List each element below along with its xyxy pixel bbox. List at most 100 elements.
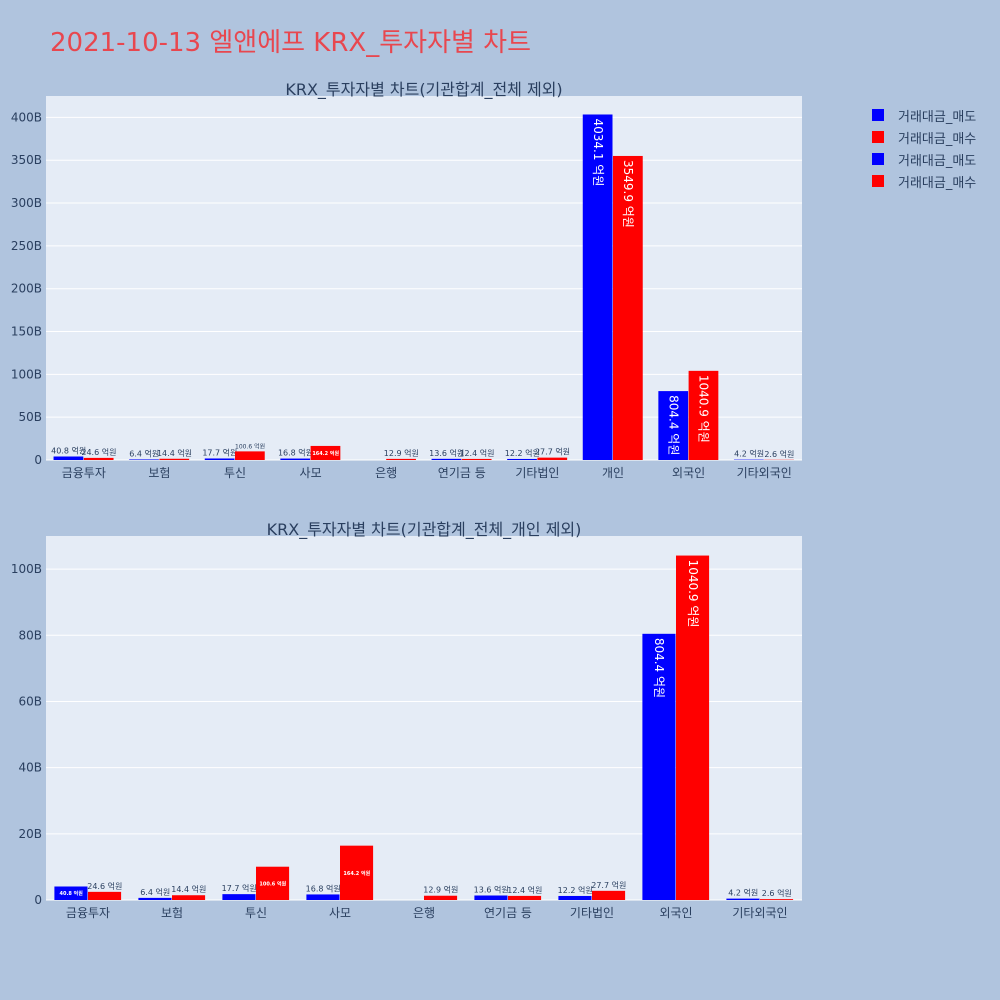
legend-label: 거래대금_매도 [898,153,977,169]
bar-sell [306,894,340,900]
data-label: 14.4 억원 [157,448,192,458]
legend-item[interactable]: 거래대금_매도 [872,104,976,126]
legend-item[interactable]: 거래대금_매수 [872,170,976,192]
data-label: 164.2 억원 [343,870,370,877]
bar-sell [507,458,537,460]
bar-buy [592,890,626,900]
y-tick-label: 60B [18,694,42,708]
data-label: 4.2 억원 [728,888,758,898]
x-tick-label: 보험 [161,906,183,920]
data-label: 2.6 억원 [762,888,792,898]
bar-sell [280,458,311,460]
x-tick-label: 기타외국인 [737,466,792,480]
bar-buy [83,457,114,460]
y-tick-label: 40B [18,761,42,775]
chart-title: KRX_투자자별 차트(기관합계_전체_개인 제외) [267,520,582,540]
data-label: 12.2 억원 [558,885,593,895]
y-tick-label: 200B [11,282,42,296]
bar-sell [129,459,159,460]
data-label: 16.8 억원 [278,448,313,458]
x-tick-label: 외국인 [659,906,692,920]
x-tick-label: 연기금 등 [438,466,486,480]
y-tick-label: 80B [18,628,42,642]
data-label: 804.4 억원 [652,638,666,698]
bar-sell [54,886,88,900]
legend-swatch-blue [872,153,884,165]
y-tick-label: 0 [34,893,42,907]
bar-sell [204,458,235,460]
bar-buy [508,895,542,900]
legend-swatch-red [872,175,884,187]
bar-sell [431,458,462,460]
data-label: 6.4 억원 [140,887,170,897]
data-label: 40.8 억원 [60,890,84,897]
bar-sell [726,898,760,900]
x-tick-label: 기타법인 [570,906,614,920]
y-tick-label: 100B [11,562,42,576]
bar-buy [386,458,416,460]
bar-buy [688,370,719,460]
data-label: 2.6 억원 [764,449,794,459]
data-label: 13.6 억원 [474,884,509,894]
bar-buy [88,891,122,900]
data-label: 3549.9 억원 [621,160,635,228]
data-label: 804.4 억원 [666,395,680,455]
legend-label: 거래대금_매수 [898,175,977,191]
bar-buy [172,895,206,900]
data-label: 12.9 억원 [423,885,458,895]
x-tick-label: 외국인 [672,466,705,480]
bar-sell [53,456,84,460]
data-label: 40.8 억원 [51,446,86,456]
x-tick-label: 개인 [602,466,624,480]
legend-label: 거래대금_매수 [898,131,977,147]
x-tick-label: 은행 [413,905,435,920]
y-tick-label: 50B [18,410,42,424]
legend-item[interactable]: 거래대금_매도 [872,148,976,170]
data-label: 16.8 억원 [306,883,341,893]
y-tick-label: 100B [11,367,42,381]
data-label: 12.4 억원 [507,885,542,895]
legend-item[interactable]: 거래대금_매수 [872,126,976,148]
bar-sell [474,895,508,900]
x-tick-label: 사모 [300,466,322,480]
data-label: 24.6 억원 [81,447,116,457]
bar-buy [537,457,568,460]
legend-swatch-red [872,131,884,143]
bar-buy [676,555,710,900]
data-label: 164.2 억원 [312,450,339,457]
bar-buy [461,458,492,460]
data-label: 24.6 억원 [87,881,122,891]
x-tick-label: 연기금 등 [484,906,532,920]
chart-title: KRX_투자자별 차트(기관합계_전체 제외) [285,80,562,100]
data-label: 14.4 억원 [171,884,206,894]
y-tick-label: 300B [11,196,42,210]
bar-sell [138,897,172,900]
x-tick-label: 은행 [375,465,397,480]
legend-swatch-blue [872,109,884,121]
data-label: 1040.9 억원 [686,560,700,628]
bar-buy [310,445,341,460]
legend[interactable]: 거래대금_매도 거래대금_매수 거래대금_매도 거래대금_매수 [872,104,976,192]
bar-buy [613,155,643,461]
x-tick-label: 투신 [245,906,267,920]
x-tick-label: 금융투자 [66,906,110,920]
data-label: 27.7 억원 [535,447,570,457]
y-tick-label: 20B [18,827,42,841]
bar-buy [256,866,290,900]
data-label: 17.7 억원 [222,883,257,893]
data-label: 12.9 억원 [384,448,419,458]
bar-buy [340,845,374,900]
bar-sell [658,391,689,460]
bar-buy [424,895,458,900]
x-tick-label: 금융투자 [62,466,106,480]
data-label: 6.4 억원 [129,448,159,458]
x-tick-label: 보험 [148,466,170,480]
bar-buy [235,451,265,460]
bar-sell [558,895,592,900]
legend-label: 거래대금_매도 [898,109,977,125]
data-label: 13.6 억원 [429,448,464,458]
bar-buy [760,899,794,900]
y-tick-label: 400B [11,110,42,124]
data-label: 4.2 억원 [734,449,764,459]
